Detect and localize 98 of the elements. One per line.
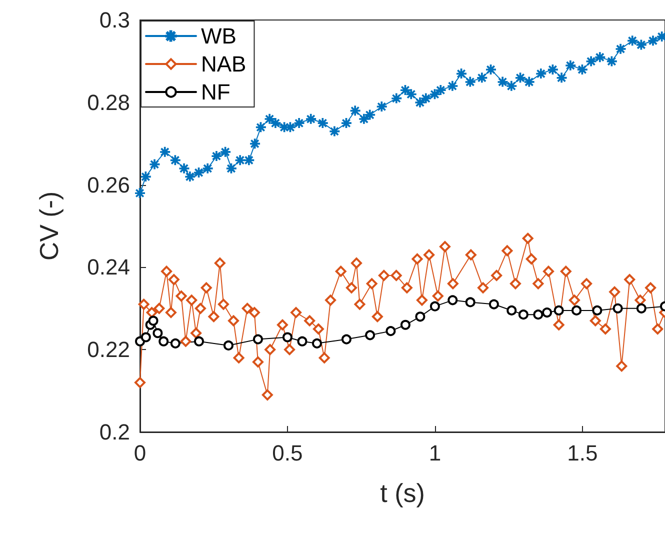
point — [306, 114, 316, 124]
point — [341, 334, 352, 344]
point — [294, 118, 304, 128]
point — [194, 167, 204, 178]
point — [135, 188, 145, 198]
point — [170, 155, 180, 166]
point — [592, 305, 602, 316]
point — [628, 36, 638, 46]
y-tick-label: 0.3 — [99, 8, 130, 32]
point — [636, 303, 646, 314]
point — [140, 172, 151, 182]
x-tick-label: 1 — [428, 440, 442, 466]
point — [365, 330, 376, 340]
point — [448, 295, 458, 306]
x-tick-label: 0.5 — [272, 440, 303, 466]
point — [415, 312, 426, 322]
point — [392, 93, 402, 104]
point — [235, 155, 246, 166]
point — [185, 172, 196, 182]
point — [152, 328, 163, 338]
point — [533, 310, 544, 320]
x-axis-title: t (s) — [380, 478, 425, 508]
point — [506, 80, 517, 91]
point — [648, 36, 658, 46]
point — [158, 336, 169, 346]
point — [400, 320, 410, 330]
point — [506, 305, 517, 316]
x-tick-label: 0 — [134, 440, 146, 466]
point — [350, 106, 360, 116]
point — [264, 114, 275, 124]
y-tick-label: 0.2 — [99, 420, 130, 444]
point — [606, 56, 617, 66]
point — [140, 332, 151, 342]
point — [577, 64, 588, 74]
point — [456, 68, 466, 79]
legend-label: NF — [201, 80, 230, 104]
point — [595, 52, 606, 62]
point — [252, 334, 263, 344]
point — [477, 72, 488, 83]
x-tick-label: 1.5 — [567, 440, 598, 466]
point — [566, 60, 576, 70]
point — [330, 126, 340, 136]
point — [536, 68, 546, 79]
point — [250, 138, 260, 149]
point — [226, 163, 236, 174]
point — [612, 303, 623, 314]
point — [160, 146, 170, 157]
point — [430, 301, 440, 312]
point — [223, 340, 234, 350]
point — [150, 159, 160, 170]
y-tick-label: 0.26 — [87, 172, 130, 198]
point — [312, 338, 322, 348]
point — [421, 93, 432, 104]
point — [148, 316, 158, 326]
point — [636, 40, 646, 50]
point — [202, 163, 213, 174]
point — [415, 97, 426, 108]
point — [220, 146, 231, 157]
point — [179, 163, 190, 174]
point — [386, 326, 396, 336]
point — [465, 297, 476, 308]
point — [297, 336, 308, 346]
point — [488, 299, 499, 310]
point — [359, 114, 370, 124]
point — [518, 310, 528, 320]
point — [376, 102, 387, 112]
point — [572, 305, 582, 316]
point — [194, 336, 204, 346]
point — [486, 64, 496, 74]
point — [465, 76, 476, 87]
point — [556, 72, 567, 83]
point — [256, 122, 266, 132]
point — [212, 150, 222, 161]
point — [282, 332, 292, 342]
point — [448, 80, 458, 91]
point — [524, 76, 534, 87]
y-axis-title: CV (-) — [34, 191, 64, 261]
point — [244, 155, 254, 166]
point — [616, 44, 626, 54]
point — [515, 72, 526, 83]
point — [365, 110, 376, 120]
point — [406, 89, 416, 100]
point — [554, 305, 564, 316]
legend-label: NAB — [201, 52, 246, 76]
point — [341, 118, 352, 128]
legend-label: WB — [201, 24, 236, 48]
point — [170, 338, 180, 348]
point — [586, 56, 596, 66]
point — [285, 122, 296, 132]
point — [548, 64, 558, 74]
point — [318, 118, 328, 128]
point — [436, 85, 446, 96]
point — [542, 308, 552, 318]
y-tick-label: 0.24 — [87, 254, 130, 280]
y-tick-label: 0.22 — [87, 337, 130, 362]
point — [498, 76, 508, 87]
point — [270, 118, 281, 128]
y-tick-label: 0.28 — [87, 90, 130, 115]
